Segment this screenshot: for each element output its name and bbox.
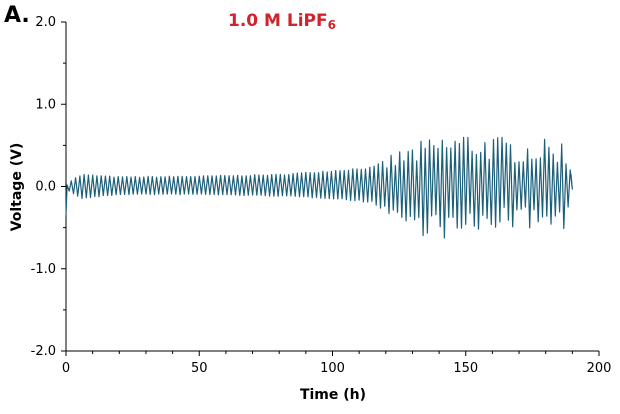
y-tick-label: -2.0 — [31, 344, 56, 359]
x-tick-label: 200 — [587, 361, 612, 376]
y-tick-label: 0.0 — [35, 180, 56, 195]
y-tick-label: 1.0 — [35, 97, 56, 112]
y-tick-label: 2.0 — [35, 15, 56, 30]
y-axis-ticks: -2.0 -1.0 0.0 1.0 2.0 — [31, 15, 66, 359]
y-tick-label: -1.0 — [31, 262, 56, 277]
panel-label: A. — [4, 3, 30, 28]
voltage-series-line — [65, 136, 573, 239]
x-tick-label: 50 — [191, 361, 208, 376]
chart-title-subscript: 6 — [328, 18, 336, 32]
x-axis-ticks: 0 50 100 150 200 — [62, 351, 612, 376]
chart-title: 1.0 M LiPF6 — [228, 11, 336, 32]
x-tick-label: 150 — [453, 361, 478, 376]
x-axis-title: Time (h) — [300, 387, 366, 403]
x-tick-label: 0 — [62, 361, 70, 376]
y-axis-title: Voltage (V) — [9, 143, 25, 232]
x-tick-label: 100 — [320, 361, 345, 376]
chart-title-main: 1.0 M LiPF — [228, 11, 328, 31]
